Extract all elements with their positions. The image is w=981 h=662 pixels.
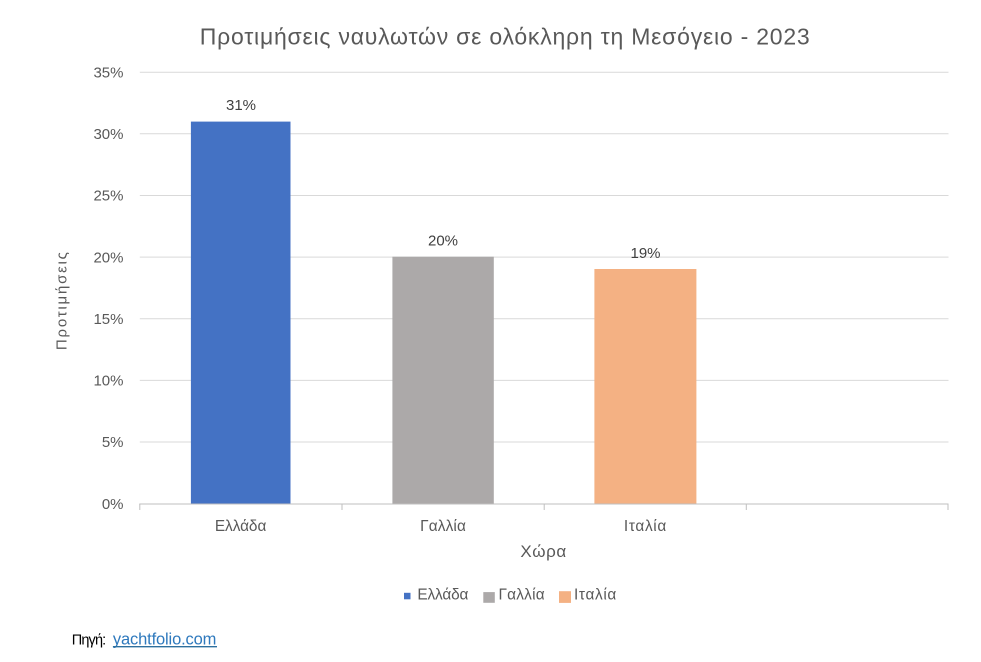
svg-text:5%: 5% xyxy=(102,434,124,451)
svg-text:Ελλάδα: Ελλάδα xyxy=(215,518,267,535)
svg-text:35%: 35% xyxy=(93,64,123,81)
svg-text:Γαλλία: Γαλλία xyxy=(499,587,545,604)
svg-text:31%: 31% xyxy=(226,97,256,114)
svg-text:20%: 20% xyxy=(93,249,123,266)
svg-text:15%: 15% xyxy=(93,311,123,328)
svg-text:10%: 10% xyxy=(93,373,123,390)
svg-text:Ιταλία: Ιταλία xyxy=(624,518,666,535)
svg-text:Γαλλία: Γαλλία xyxy=(420,518,466,535)
svg-text:Ιταλία: Ιταλία xyxy=(574,587,616,604)
svg-text:Προτιμήσεις: Προτιμήσεις xyxy=(54,252,71,350)
svg-text:19%: 19% xyxy=(630,245,660,262)
svg-text:Προτιμήσεις ναυλωτών σε ολόκλη: Προτιμήσεις ναυλωτών σε ολόκληρη τη Μεσό… xyxy=(200,24,810,50)
svg-text:yachtfolio.com: yachtfolio.com xyxy=(113,631,216,649)
svg-text:0%: 0% xyxy=(102,496,124,513)
svg-text:30%: 30% xyxy=(93,126,123,143)
svg-text:Χώρα: Χώρα xyxy=(520,542,566,561)
svg-text:20%: 20% xyxy=(428,233,458,250)
svg-text:Πηγή:: Πηγή: xyxy=(72,633,107,649)
svg-text:Ελλάδα: Ελλάδα xyxy=(417,587,468,604)
svg-text:25%: 25% xyxy=(93,188,123,205)
